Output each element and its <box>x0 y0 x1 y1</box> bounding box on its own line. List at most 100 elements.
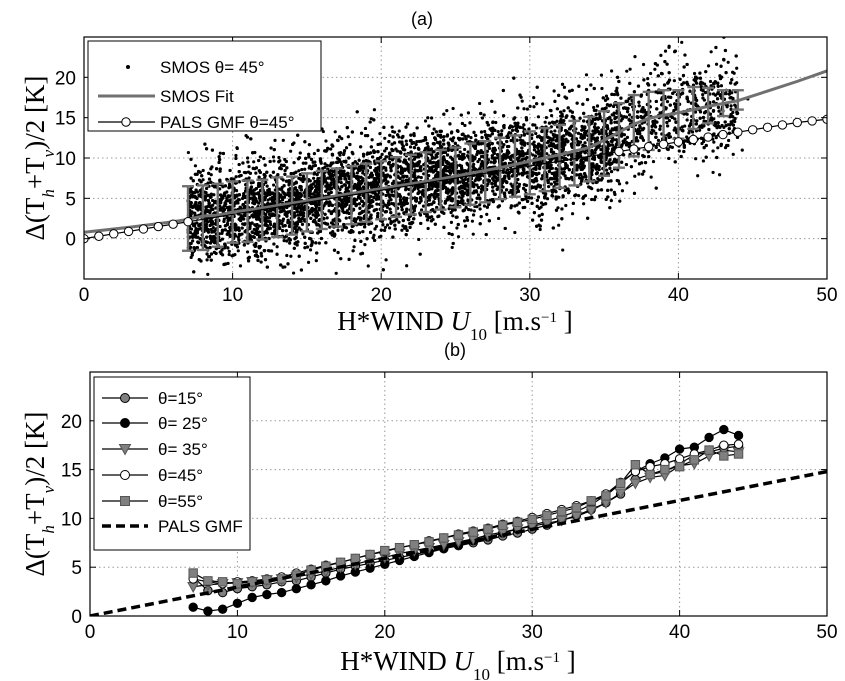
scatter-point <box>300 216 304 221</box>
scatter-point <box>286 210 290 214</box>
scatter-point <box>234 175 238 179</box>
scatter-point <box>463 134 467 138</box>
scatter-point <box>250 230 254 234</box>
scatter-point <box>186 150 190 155</box>
scatter-point <box>384 204 388 208</box>
scatter-point <box>590 197 594 202</box>
scatter-point <box>470 219 475 223</box>
scatter-point <box>282 239 286 243</box>
scatter-point <box>462 219 467 223</box>
scatter-point <box>658 124 662 128</box>
scatter-point <box>641 62 646 67</box>
scatter-point <box>471 232 475 236</box>
scatter-point <box>387 226 392 230</box>
scatter-point <box>254 166 259 170</box>
scatter-point <box>501 88 505 93</box>
scatter-point <box>372 108 376 112</box>
scatter-point <box>538 227 542 232</box>
scatter-point <box>706 64 711 68</box>
scatter-point <box>234 153 238 158</box>
scatter-point <box>201 178 205 182</box>
scatter-point <box>633 159 637 163</box>
scatter-point <box>405 142 409 147</box>
scatter-point <box>667 71 671 75</box>
scatter-point <box>708 79 713 84</box>
scatter-point <box>641 138 646 142</box>
scatter-point <box>382 228 387 232</box>
scatter-point <box>552 180 557 184</box>
scatter-point <box>615 86 619 90</box>
scatter-point <box>257 224 262 228</box>
scatter-point <box>303 167 307 171</box>
scatter-point <box>532 148 536 152</box>
scatter-point <box>352 174 357 179</box>
scatter-point <box>405 264 409 268</box>
scatter-point <box>653 83 657 87</box>
scatter-point <box>328 225 332 229</box>
scatter-point <box>692 71 697 76</box>
scatter-point <box>533 154 538 158</box>
scatter-point <box>304 156 308 160</box>
scatter-point <box>571 115 575 119</box>
scatter-point <box>479 190 483 194</box>
scatter-point <box>654 131 658 135</box>
scatter-point <box>322 204 326 208</box>
scatter-point <box>469 135 473 140</box>
scatter-point <box>383 136 387 140</box>
scatter-point <box>618 199 622 203</box>
scatter-point <box>321 129 325 134</box>
scatter-point <box>555 119 559 123</box>
scatter-point <box>416 187 420 191</box>
scatter-point <box>576 131 581 135</box>
scatter-point <box>635 131 640 136</box>
scatter-point <box>272 159 276 163</box>
scatter-point <box>450 130 454 134</box>
scatter-point <box>272 279 275 282</box>
scatter-point <box>491 120 495 125</box>
scatter-point <box>735 66 739 70</box>
scatter-point <box>729 104 733 108</box>
scatter-point <box>227 252 231 257</box>
scatter-point <box>700 141 704 146</box>
scatter-point <box>651 159 656 164</box>
scatter-point <box>211 225 215 230</box>
scatter-point <box>530 133 534 137</box>
scatter-point <box>308 248 313 252</box>
scatter-point <box>649 71 653 76</box>
scatter-point <box>609 199 613 203</box>
scatter-point <box>584 73 589 77</box>
scatter-point <box>240 196 245 201</box>
scatter-point <box>427 187 431 191</box>
scatter-point <box>344 146 349 150</box>
scatter-point <box>314 259 318 263</box>
scatter-point <box>545 152 549 156</box>
scatter-point <box>633 174 637 178</box>
scatter-point <box>451 214 455 218</box>
scatter-point <box>311 213 315 217</box>
scatter-point <box>205 258 209 262</box>
scatter-point <box>478 203 482 207</box>
scatter-point <box>317 241 321 245</box>
plot-area <box>84 37 827 282</box>
scatter-point <box>556 206 560 210</box>
scatter-point <box>227 249 231 253</box>
scatter-point <box>687 131 691 135</box>
scatter-point <box>478 101 482 106</box>
scatter-point <box>400 228 404 232</box>
scatter-point <box>579 132 583 137</box>
scatter-point <box>389 198 393 202</box>
scatter-point <box>584 87 589 92</box>
scatter-point <box>390 189 394 194</box>
scatter-point <box>616 168 620 172</box>
scatter-point <box>615 75 620 79</box>
scatter-point <box>363 243 367 247</box>
scatter-point <box>426 226 430 231</box>
scatter-point <box>733 119 737 124</box>
scatter-point <box>367 175 371 180</box>
scatter-point <box>413 170 417 174</box>
scatter-point <box>311 176 316 180</box>
scatter-point <box>535 185 539 189</box>
scatter-point <box>453 208 457 212</box>
scatter-point <box>300 222 305 226</box>
